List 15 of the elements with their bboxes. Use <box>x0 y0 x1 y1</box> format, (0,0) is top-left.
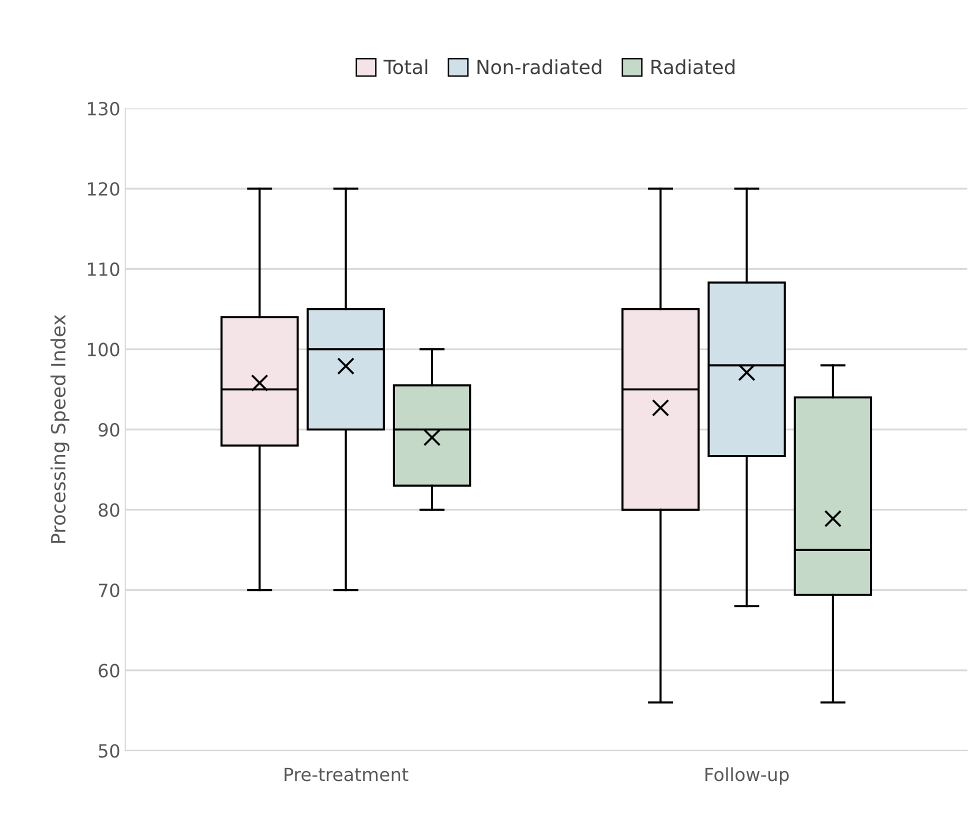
y-tick-label: 50 <box>98 744 120 758</box>
y-tick-label: 120 <box>88 182 120 196</box>
legend-label: Radiated <box>652 59 734 74</box>
x-tick-label: Follow-up <box>705 767 789 785</box>
legend-label: Total <box>384 59 428 74</box>
legend-label: Non-radiated <box>478 59 602 74</box>
x-tick-label: Pre-treatment <box>284 768 408 782</box>
y-tick-label: 80 <box>98 503 120 517</box>
y-tick-label: 70 <box>98 584 120 598</box>
y-tick-label: 90 <box>98 422 120 437</box>
y-axis-title: Processing Speed Index <box>50 314 70 543</box>
y-tick-label: 130 <box>88 102 120 116</box>
y-tick-label: 60 <box>98 664 120 678</box>
y-tick-label: 110 <box>88 262 120 276</box>
y-tick-label: 100 <box>88 342 120 356</box>
